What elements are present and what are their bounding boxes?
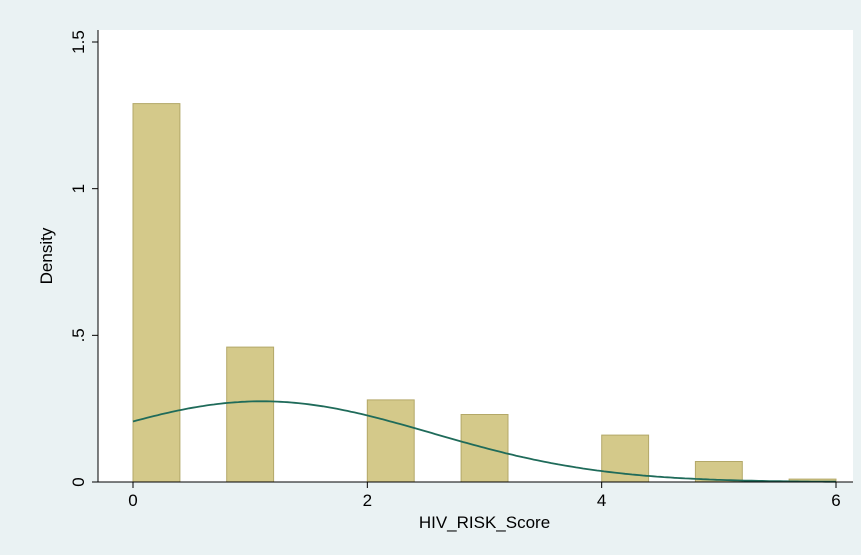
x-tick-label: 2	[363, 491, 372, 510]
bars-layer	[132, 103, 837, 483]
histogram-bar	[366, 399, 415, 483]
x-tick-label: 0	[128, 491, 137, 510]
curve-layer	[132, 400, 836, 483]
x-tick-label: 6	[831, 491, 840, 510]
x-tick-label: 4	[597, 491, 606, 510]
histogram-bar	[226, 346, 275, 483]
y-tick-label: 1	[69, 184, 88, 193]
x-axis-title: HIV_RISK_Score	[419, 513, 550, 532]
axes-layer: 0 2 4 6 0 .5 1 1.5	[69, 30, 853, 510]
normal-density-curve	[132, 400, 836, 483]
histogram-bar	[132, 103, 181, 483]
y-tick-label: 1.5	[69, 30, 88, 54]
y-axis-title: Density	[37, 227, 56, 284]
y-tick-label: 0	[69, 477, 88, 486]
y-tick-label: .5	[69, 328, 88, 342]
plot-area	[98, 30, 853, 482]
